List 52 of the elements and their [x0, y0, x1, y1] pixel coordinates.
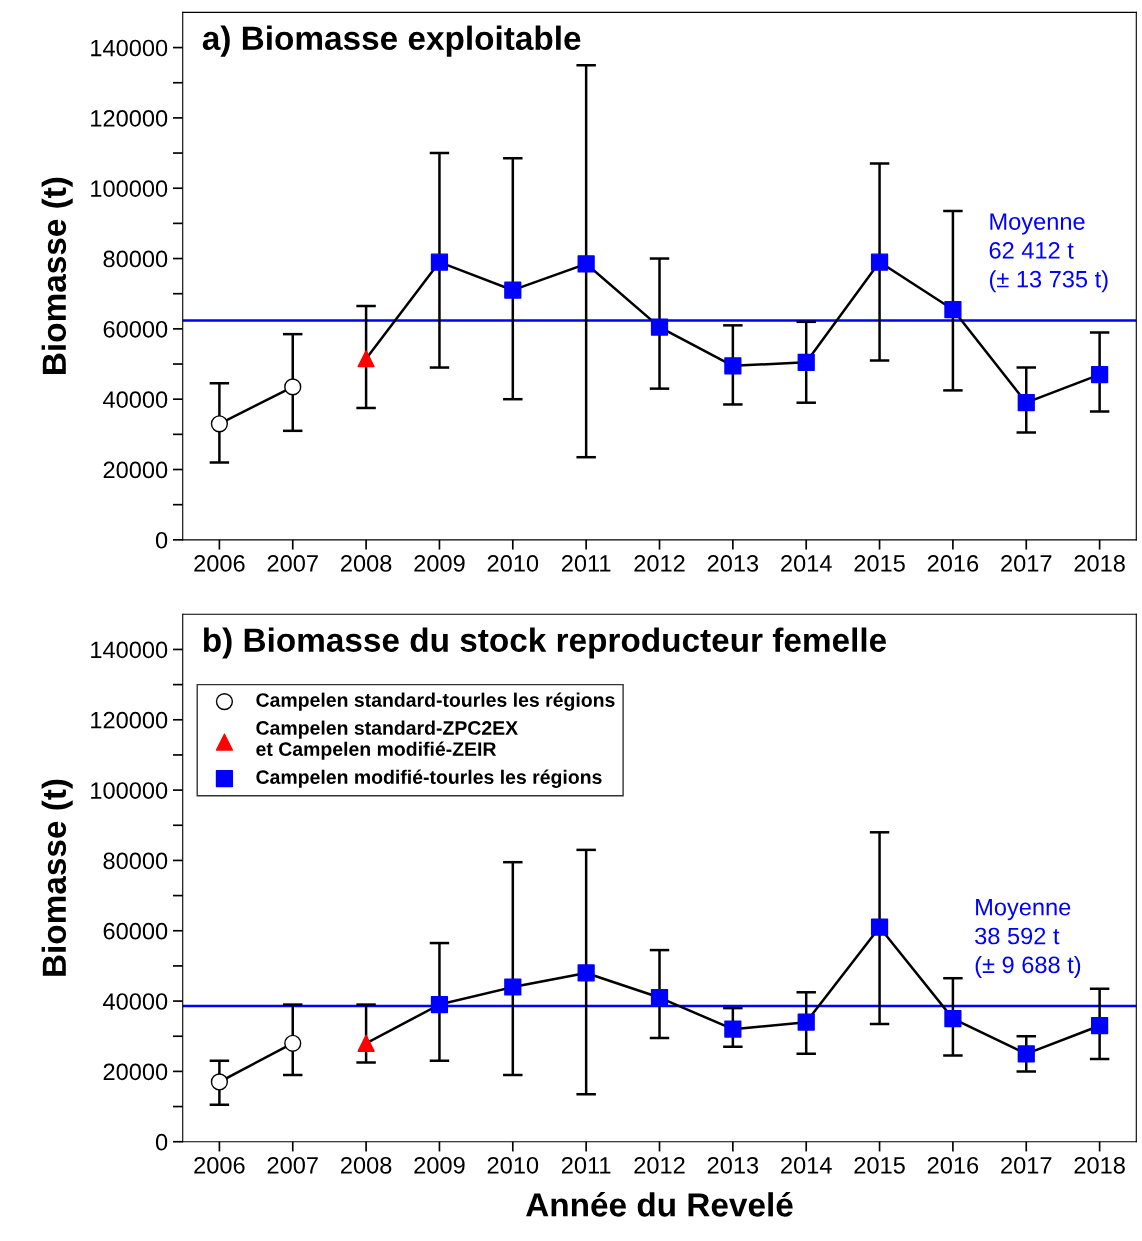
x-tick-label: 2012 [634, 1156, 685, 1174]
x-tick-label: 2013 [707, 1156, 759, 1174]
y-tick-label: 140000 [91, 641, 168, 659]
x-tick-label: 2007 [267, 1156, 318, 1174]
ref-line-label: Moyenne 38 592 t (± 9 688 t) [975, 899, 1081, 978]
x-tick-label: 2016 [927, 555, 979, 572]
x-tick-label: 2011 [561, 1156, 611, 1174]
y-tick-label: 0 [155, 1133, 168, 1151]
x-tick-label: 2017 [1001, 555, 1052, 572]
x-tick-label: 2015 [854, 555, 905, 572]
x-tick-label: 2010 [487, 555, 539, 572]
x-tick-label: 2013 [707, 555, 759, 572]
chart-title: a) Biomasse exploitable [202, 25, 581, 57]
x-tick-label: 2007 [267, 555, 318, 572]
chart-title: b) Biomasse du stock reproducteur femelle [203, 627, 887, 659]
x-tick-label: 2008 [341, 1156, 392, 1174]
y-tick-label: 20000 [103, 461, 168, 479]
legend-label: Campelen modifié-tourles les régions [256, 769, 602, 788]
x-tick-label: 2018 [1074, 1156, 1125, 1174]
y-tick-label: 0 [155, 531, 168, 549]
x-tick-label: 2012 [634, 555, 685, 572]
legend-label: Campelen standard-ZPC2EX et Campelen modifié-ZEIR [256, 720, 518, 760]
x-tick-label: 2014 [781, 1156, 832, 1174]
y-tick-label: 20000 [103, 1063, 168, 1081]
x-tick-label: 2006 [194, 1156, 245, 1174]
ref-line-label: Moyenne 62 412 t (± 13 735 t) [989, 213, 1108, 293]
legend-label: Campelen standard-tourles les régions [256, 692, 615, 711]
x-tick-label: 2018 [1074, 555, 1125, 572]
x-tick-label: 2010 [487, 1156, 539, 1174]
x-tick-label: 2015 [854, 1156, 905, 1174]
x-tick-label: 2011 [561, 555, 611, 572]
x-tick-label: 2009 [414, 555, 465, 572]
x-tick-label: 2006 [194, 555, 245, 572]
y-axis-title: Biomasse (t) [41, 177, 73, 374]
x-tick-label: 2009 [414, 1156, 465, 1174]
y-tick-label: 40000 [103, 391, 168, 408]
y-axis-title: Biomasse (t) [41, 779, 73, 976]
y-tick-label: 80000 [103, 250, 168, 268]
y-tick-label: 120000 [91, 109, 168, 127]
y-tick-label: 40000 [103, 993, 168, 1010]
y-tick-label: 100000 [91, 180, 168, 198]
x-tick-label: 2014 [781, 555, 832, 572]
y-tick-label: 100000 [91, 782, 168, 799]
y-tick-label: 120000 [91, 711, 168, 729]
y-tick-label: 60000 [103, 922, 168, 940]
x-tick-label: 2016 [927, 1156, 979, 1174]
x-tick-label: 2008 [341, 555, 392, 572]
y-tick-label: 60000 [103, 320, 168, 338]
y-tick-label: 80000 [103, 852, 168, 870]
x-axis-title: Année du Revelé [526, 1191, 793, 1217]
y-tick-label: 140000 [91, 39, 168, 57]
x-tick-label: 2017 [1001, 1156, 1052, 1174]
